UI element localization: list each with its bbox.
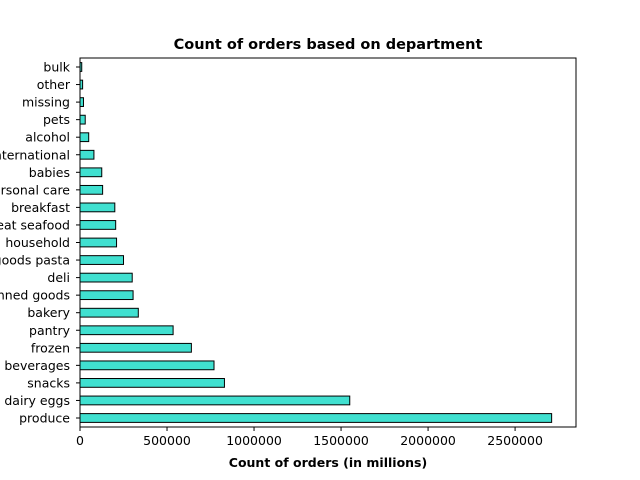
bars-group [79,62,553,423]
x-tick-label: 2000000 [400,433,456,448]
y-tick-label: bakery [27,305,70,320]
x-tick-label: 2500000 [487,433,543,448]
bar-missing [79,97,84,107]
y-tick-label: dairy eggs [4,393,70,408]
x-axis: 0 500000 1000000 1500000 2000000 2500000 [76,427,543,448]
y-tick-label: other [37,77,71,92]
bar-breakfast [79,202,116,213]
y-tick-label: missing [22,95,70,110]
y-tick-label: household [5,235,70,250]
bar-canned-goods [79,290,134,301]
y-tick-label: pantry [29,323,71,338]
x-tick-label: 1000000 [226,433,282,448]
y-tick-label: dry goods pasta [0,253,70,268]
chart-title: Count of orders based on department [174,37,483,53]
y-tick-label: babies [29,165,70,180]
bar-dairy-eggs [79,395,351,406]
bar-personal-care [79,184,104,195]
x-tick-label: 500000 [143,433,191,448]
bar-pantry [79,325,174,336]
x-tick-label: 0 [76,433,84,448]
y-tick-label: personal care [0,182,70,197]
y-tick-label: bulk [43,60,70,75]
y-tick-label: snacks [27,375,70,390]
bar-produce [79,413,553,423]
y-axis: produce dairy eggs snacks beverages frozen pa… [0,60,80,426]
y-tick-label: produce [19,411,70,426]
y-tick-label: canned goods [0,288,70,303]
y-tick-label: deli [47,270,70,285]
bar-babies [79,167,103,178]
plot-frame [79,57,577,428]
bar-deli [79,272,133,283]
y-tick-label: frozen [31,340,70,355]
y-tick-label: international [0,147,70,162]
bar-bakery [79,307,139,318]
bar-alcohol [79,132,90,143]
bar-snacks [79,378,225,388]
y-tick-label: beverages [4,358,70,373]
y-tick-label: pets [43,112,70,127]
y-tick-label: alcohol [25,130,70,145]
bar-pets [79,114,86,125]
y-tick-label: meat seafood [0,217,70,232]
bar-international [79,149,95,160]
x-axis-label: Count of orders (in millions) [229,455,427,470]
bar-meat-seafood [79,220,117,230]
y-tick-label: breakfast [11,200,70,215]
bar-dry-goods-pasta [79,255,125,265]
bar-household [79,237,118,248]
bar-frozen [79,342,192,353]
x-tick-label: 1500000 [313,433,369,448]
bar-beverages [79,360,215,371]
